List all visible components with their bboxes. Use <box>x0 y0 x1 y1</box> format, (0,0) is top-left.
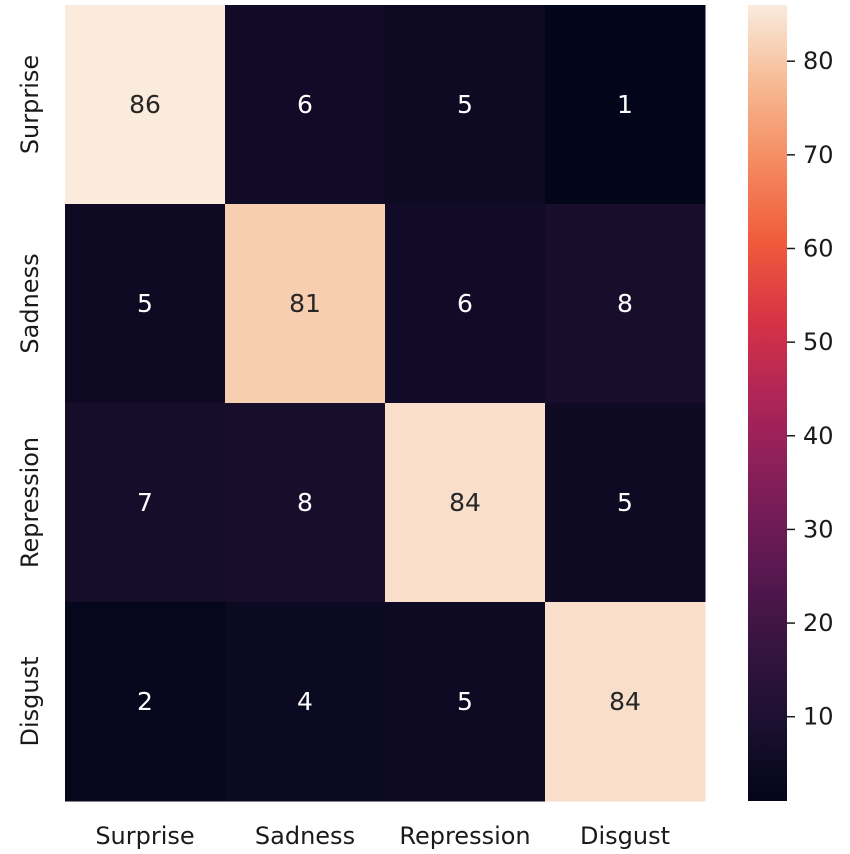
colorbar-tick-label: 40 <box>803 422 834 450</box>
heatmap-cell <box>385 403 546 603</box>
heatmap-cell <box>225 602 386 802</box>
heatmap-cell <box>225 403 386 603</box>
colorbar-tick-label: 80 <box>803 47 834 75</box>
colorbar <box>748 5 787 801</box>
colorbar-tick-label: 50 <box>803 328 834 356</box>
y-axis-tick-labels: Surprise Sadness Repression Disgust <box>16 55 44 747</box>
heatmap-cell <box>225 5 386 205</box>
cell-value-label: 5 <box>137 289 153 318</box>
colorbar-tick-label: 30 <box>803 515 834 543</box>
cell-value-label: 8 <box>297 488 313 517</box>
x-tick-label: Sadness <box>255 822 355 850</box>
cell-value-label: 6 <box>457 289 473 318</box>
cell-value-label: 2 <box>137 687 153 716</box>
cell-value-label: 8 <box>617 289 633 318</box>
cell-value-label: 81 <box>289 289 321 318</box>
heatmap-cell <box>385 204 546 404</box>
colorbar-ticks: 10 20 30 40 50 60 70 80 <box>787 47 834 731</box>
x-tick-label: Repression <box>399 822 530 850</box>
y-tick-label: Disgust <box>16 656 44 746</box>
heatmap-cell <box>65 403 226 603</box>
colorbar-tick-label: 10 <box>803 703 834 731</box>
colorbar-tick-label: 70 <box>803 141 834 169</box>
x-tick-label: Surprise <box>95 822 194 850</box>
cell-value-label: 86 <box>129 90 161 119</box>
cell-value-label: 7 <box>137 488 153 517</box>
heatmap-cells: 86 6 5 1 5 81 6 8 7 8 84 5 2 4 5 84 <box>65 5 706 802</box>
heatmap-cell <box>65 602 226 802</box>
heatmap-cell <box>225 204 386 404</box>
y-tick-label: Sadness <box>16 253 44 353</box>
heatmap-cell <box>65 5 226 205</box>
cell-value-label: 6 <box>297 90 313 119</box>
cell-value-label: 1 <box>617 90 633 119</box>
cell-value-label: 5 <box>457 90 473 119</box>
colorbar-tick-label: 20 <box>803 609 834 637</box>
heatmap-cell <box>545 602 706 802</box>
y-tick-label: Surprise <box>16 55 44 154</box>
x-axis-tick-labels: Surprise Sadness Repression Disgust <box>95 822 670 850</box>
heatmap-cell <box>545 403 706 603</box>
x-tick-label: Disgust <box>580 822 670 850</box>
cell-value-label: 84 <box>449 488 481 517</box>
cell-value-label: 5 <box>457 687 473 716</box>
cell-value-label: 84 <box>609 687 641 716</box>
y-tick-label: Repression <box>16 437 44 568</box>
heatmap-cell <box>385 5 546 205</box>
colorbar-tick-label: 60 <box>803 234 834 262</box>
cell-value-label: 4 <box>297 687 313 716</box>
cell-value-label: 5 <box>617 488 633 517</box>
heatmap-cell <box>545 5 706 205</box>
heatmap-cell <box>385 602 546 802</box>
heatmap-cell <box>545 204 706 404</box>
heatmap-cell <box>65 204 226 404</box>
